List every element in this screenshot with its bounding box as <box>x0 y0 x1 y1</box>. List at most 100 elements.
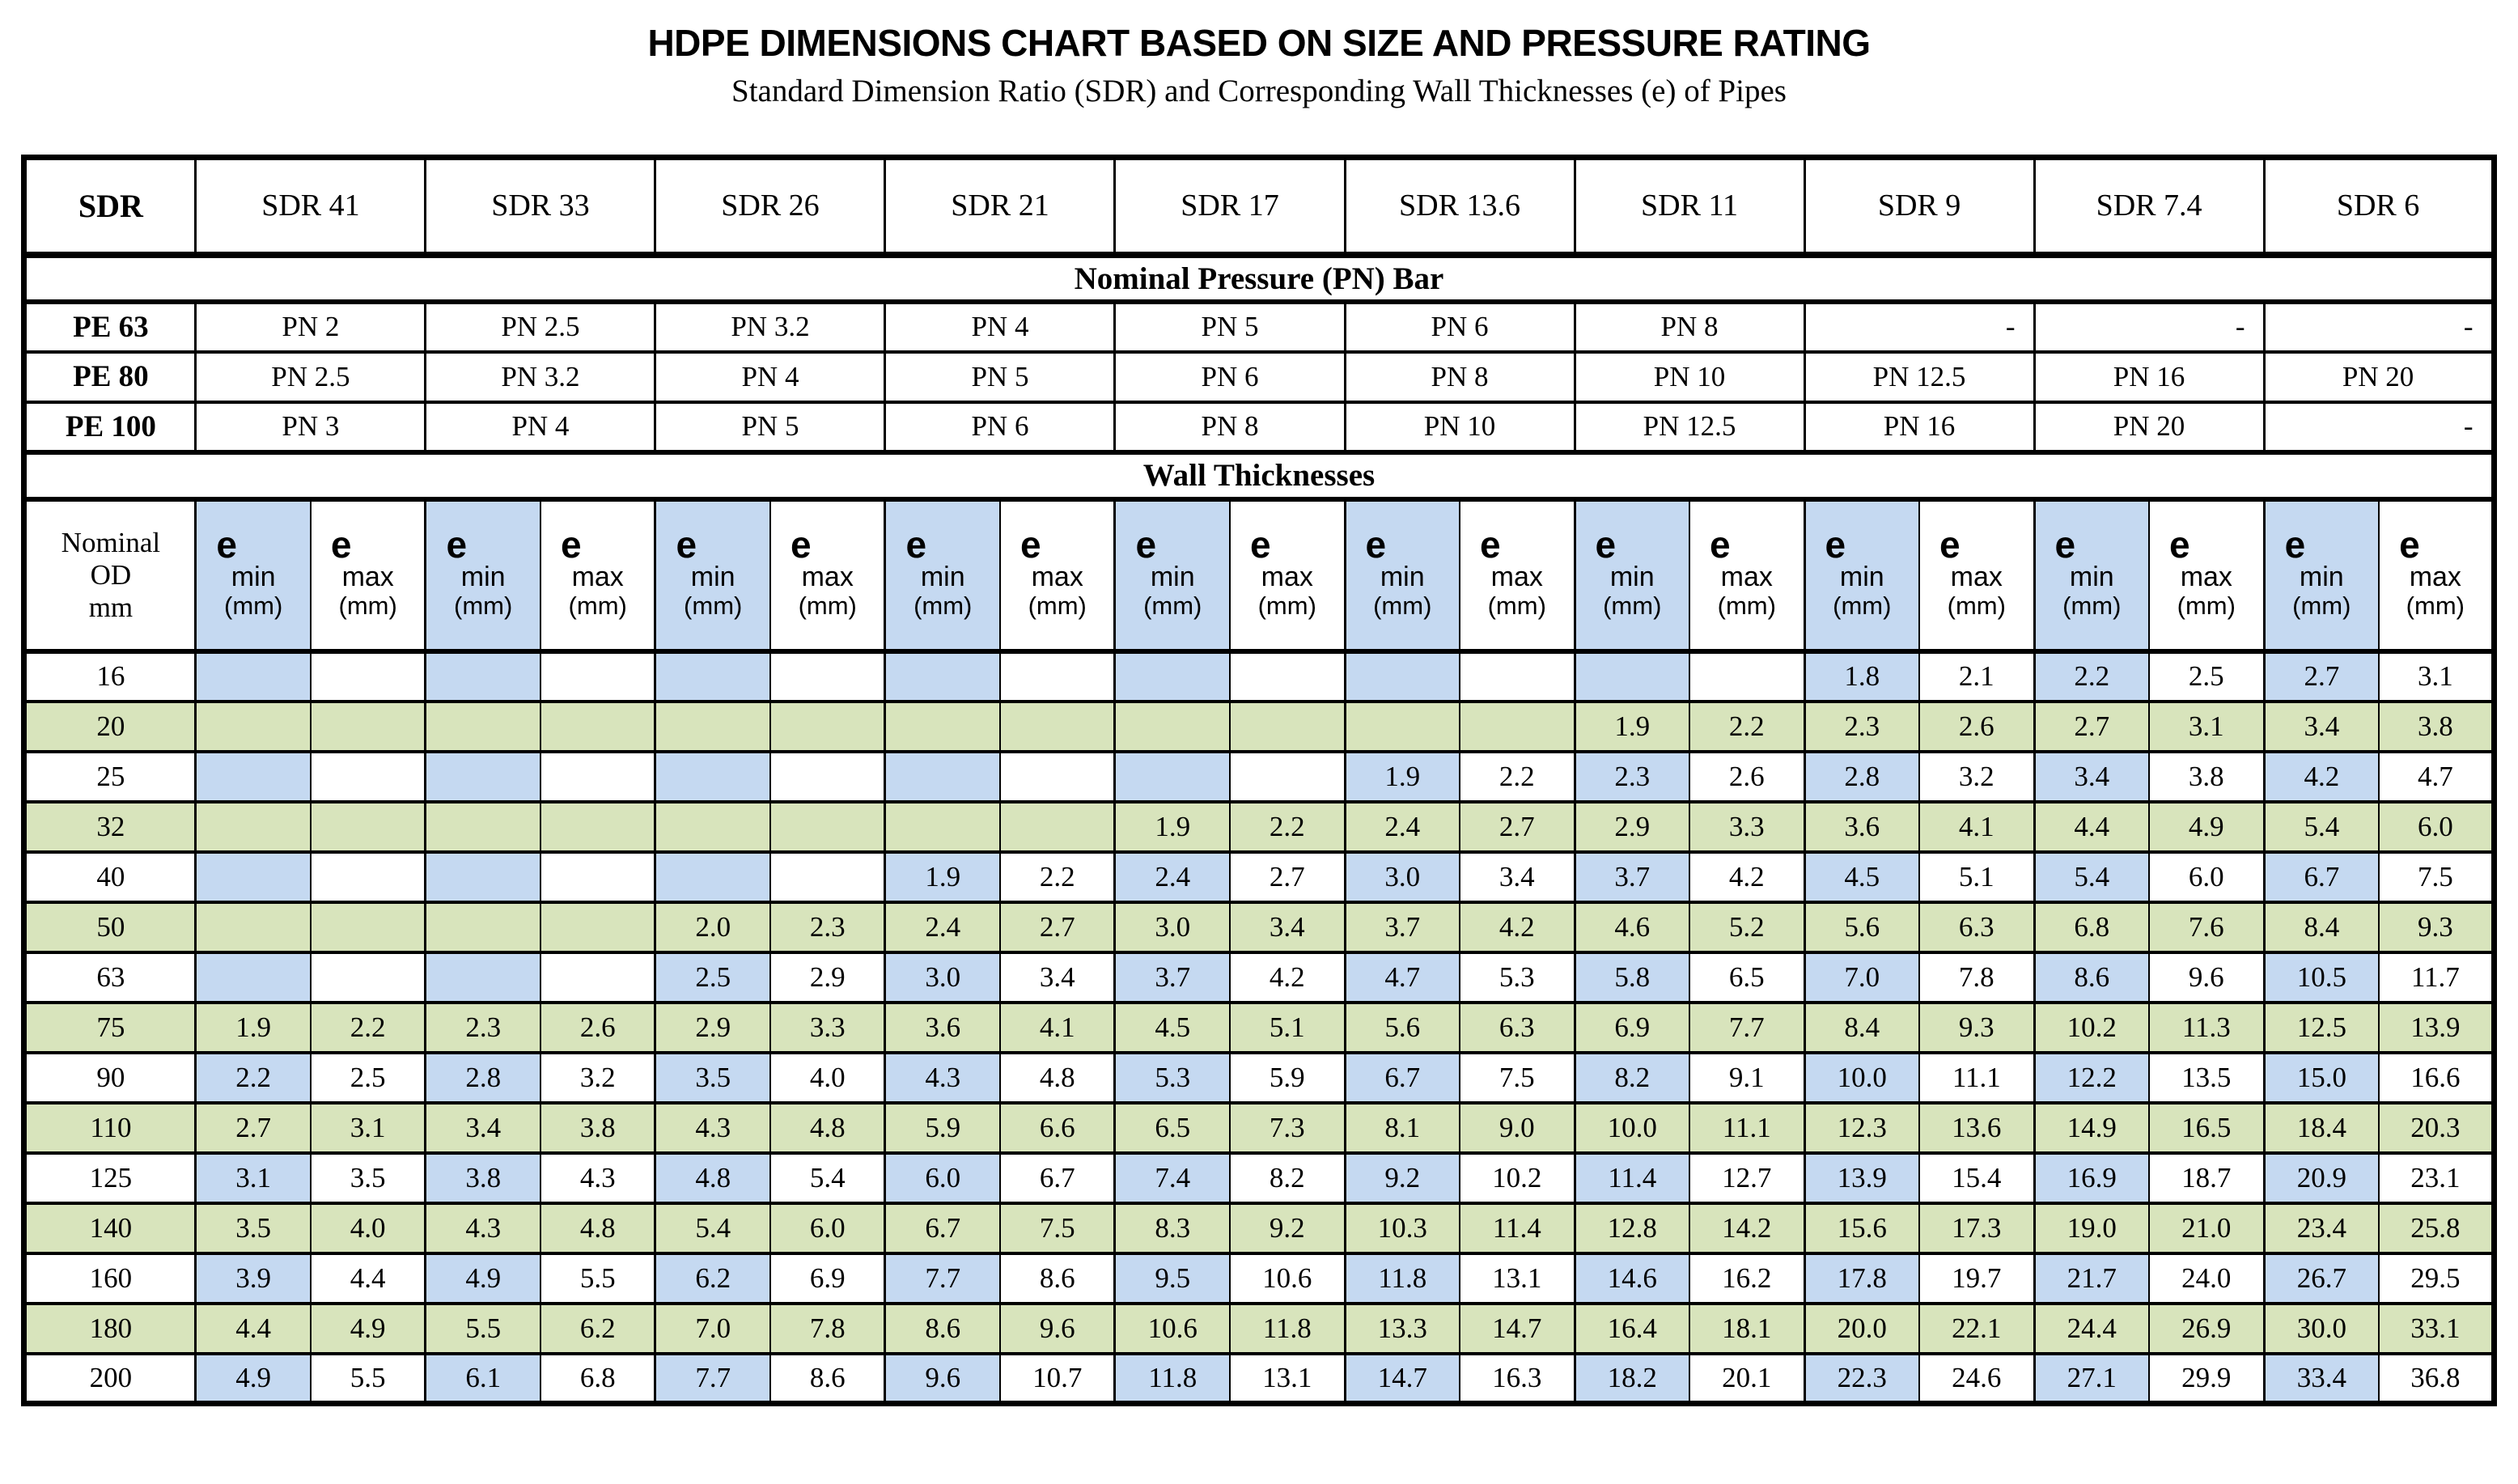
emin-cell: 10.6 <box>1113 1301 1231 1355</box>
emax-cell: 7.8 <box>1918 950 2036 1004</box>
emin-cell <box>1343 649 1460 703</box>
max-label: max <box>2409 561 2461 592</box>
e-symbol: e <box>2169 523 2190 566</box>
emin-cell: 2.4 <box>884 900 1001 954</box>
emin-cell <box>884 649 1001 703</box>
max-label: max <box>571 561 624 592</box>
emin-cell <box>424 850 541 904</box>
emin-cell <box>194 749 312 803</box>
pn-cell: PN 4 <box>424 400 656 454</box>
emax-cell <box>539 799 656 854</box>
emax-cell: 3.4 <box>1458 850 1576 904</box>
page-header: HDPE DIMENSIONS CHART BASED ON SIZE AND … <box>0 21 2518 109</box>
emax-cell: 6.6 <box>998 1100 1116 1155</box>
emin-cell <box>194 850 312 904</box>
od-header-line: OD <box>90 558 132 591</box>
sdr-column-header: SDR 6 <box>2262 155 2495 258</box>
emin-cell: 1.9 <box>194 1000 312 1054</box>
e-symbol: e <box>1135 523 1157 566</box>
emax-cell: 2.2 <box>1458 749 1576 803</box>
emin-cell: 18.2 <box>1573 1351 1691 1406</box>
sdr-column-header: SDR 13.6 <box>1343 155 1576 258</box>
emin-cell: 4.5 <box>1803 850 1921 904</box>
emin-cell: 6.0 <box>884 1151 1001 1205</box>
unit-label: (mm) <box>1028 591 1087 621</box>
emax-cell: 22.1 <box>1918 1301 2036 1355</box>
wall-row: 160 3.9 4.4 4.9 5.5 6.2 6.9 7.7 8.6 9.5 10.6 11.8 13… <box>23 1251 2495 1305</box>
emin-cell: 4.3 <box>654 1100 771 1155</box>
page-subtitle: Standard Dimension Ratio (SDR) and Corre… <box>731 74 1787 108</box>
emin-cell <box>884 799 1001 854</box>
emin-cell <box>1343 699 1460 753</box>
emax-cell: 29.5 <box>2378 1251 2495 1305</box>
od-cell: 20 <box>23 699 197 753</box>
emax-cell <box>539 649 656 703</box>
emin-cell: 2.8 <box>424 1050 541 1105</box>
emin-cell: 4.3 <box>884 1050 1001 1105</box>
emin-cell: 3.5 <box>194 1201 312 1255</box>
emin-cell: 2.5 <box>654 950 771 1004</box>
material-label: PE 80 <box>23 350 197 404</box>
emax-cell: 15.4 <box>1918 1151 2036 1205</box>
emax-cell: 36.8 <box>2378 1351 2495 1406</box>
wall-row: 125 3.1 3.5 3.8 4.3 4.8 5.4 6.0 6.7 7.4 8.2 9.2 10.2… <box>23 1151 2495 1205</box>
emax-cell: 18.7 <box>2148 1151 2266 1205</box>
emax-cell <box>998 799 1116 854</box>
emax-cell: 2.5 <box>2148 649 2266 703</box>
emin-cell <box>194 699 312 753</box>
emax-cell <box>769 799 886 854</box>
emin-cell: 12.8 <box>1573 1201 1691 1255</box>
emax-cell: 3.8 <box>2378 699 2495 753</box>
emax-cell: 2.2 <box>1689 699 1806 753</box>
emin-cell: 19.0 <box>2033 1201 2151 1255</box>
pressure-row: PE 63 PN 2 PN 2.5 PN 3.2 PN 4 PN 5 PN 6 PN 8--- <box>23 299 2495 354</box>
emax-cell: 3.4 <box>998 950 1116 1004</box>
emin-header: e min (mm) <box>194 498 312 654</box>
emin-cell <box>194 900 312 954</box>
od-cell: 110 <box>23 1100 197 1155</box>
emax-cell: 7.7 <box>1689 1000 1806 1054</box>
min-label: min <box>2299 561 2344 592</box>
pn-cell: PN 5 <box>654 400 886 454</box>
emax-cell: 9.0 <box>1458 1100 1576 1155</box>
min-label: min <box>2069 561 2114 592</box>
e-symbol: e <box>1595 523 1617 566</box>
emax-cell: 4.9 <box>309 1301 426 1355</box>
emin-cell <box>194 799 312 854</box>
emin-cell: 3.4 <box>2033 749 2151 803</box>
emax-cell <box>309 799 426 854</box>
emax-cell: 4.8 <box>539 1201 656 1255</box>
max-label: max <box>341 561 394 592</box>
wall-row: 32 1.9 2.2 2.4 2.7 2.9 3.3 3.6 4.1 4.4 4.9 5.4 6.0 <box>23 799 2495 854</box>
emin-cell: 3.1 <box>194 1151 312 1205</box>
min-label: min <box>1839 561 1884 592</box>
od-header: Nominal OD mm <box>23 498 197 654</box>
emin-cell <box>424 649 541 703</box>
emin-cell: 23.4 <box>2262 1201 2380 1255</box>
hdpe-dimensions-table: SDR SDR 41 SDR 33 SDR 26 SDR 21 SDR 17 SDR 13.… <box>21 155 2497 1406</box>
unit-label: (mm) <box>1833 591 1892 621</box>
pn-cell: PN 16 <box>1803 400 2036 454</box>
pressure-band-label: Nominal Pressure (PN) Bar <box>23 252 2495 304</box>
material-label: PE 63 <box>23 299 197 354</box>
unit-label: (mm) <box>2406 591 2465 621</box>
emin-cell: 7.7 <box>884 1251 1001 1305</box>
pn-cell: PN 10 <box>1573 350 1806 404</box>
od-cell: 16 <box>23 649 197 703</box>
emin-cell: 7.0 <box>1803 950 1921 1004</box>
emin-cell: 5.9 <box>884 1100 1001 1155</box>
emax-cell <box>539 850 656 904</box>
emin-cell: 2.7 <box>2033 699 2151 753</box>
emax-cell: 3.8 <box>539 1100 656 1155</box>
emin-cell: 2.3 <box>1573 749 1691 803</box>
pn-cell: PN 3.2 <box>424 350 656 404</box>
emax-cell: 3.1 <box>309 1100 426 1155</box>
emax-cell: 6.0 <box>769 1201 886 1255</box>
emin-cell <box>194 649 312 703</box>
emax-header: e max (mm) <box>1918 498 2036 654</box>
emin-cell: 2.4 <box>1343 799 1460 854</box>
emax-cell: 5.2 <box>1689 900 1806 954</box>
emax-cell: 10.6 <box>1228 1251 1346 1305</box>
pn-cell: PN 10 <box>1343 400 1576 454</box>
emax-cell: 2.2 <box>998 850 1116 904</box>
